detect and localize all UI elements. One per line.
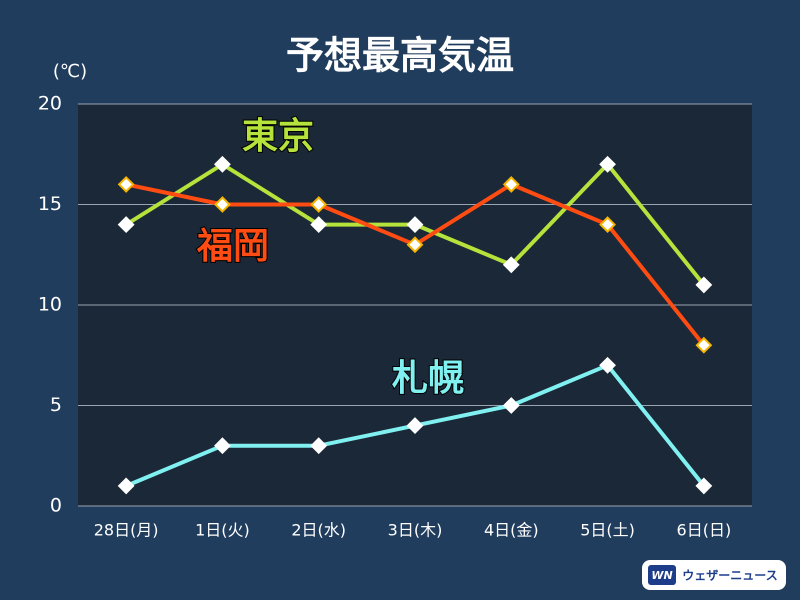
x-tick-label: 3日(木) [388, 521, 443, 540]
y-axis-label: (℃) [53, 61, 87, 82]
y-tick-label: 20 [38, 93, 62, 115]
data-point [117, 477, 135, 495]
data-point [214, 437, 231, 455]
logo-mark: WN [651, 569, 672, 582]
y-tick-label: 10 [38, 294, 62, 316]
data-point [695, 276, 713, 294]
logo-text: ウェザーニュース [682, 569, 777, 583]
data-point [406, 417, 424, 435]
data-point [695, 336, 713, 354]
logo-box [642, 560, 786, 590]
series-label: 福岡 [196, 226, 269, 267]
data-point [502, 175, 520, 193]
data-point [214, 196, 231, 213]
chart-title: 予想最高気温 [286, 34, 514, 78]
y-tick-label: 0 [50, 495, 62, 517]
data-point [695, 477, 713, 495]
data-point [406, 236, 424, 254]
y-tick-label: 15 [38, 193, 62, 215]
x-tick-label: 4日(金) [484, 521, 539, 540]
data-point [599, 356, 616, 374]
data-point [310, 196, 328, 213]
data-point [214, 155, 231, 173]
data-point [599, 155, 616, 173]
y-tick-label: 5 [50, 394, 62, 416]
x-tick-label: 2日(水) [291, 521, 346, 540]
data-point [502, 397, 520, 414]
data-point [502, 256, 520, 274]
data-point [310, 437, 328, 455]
data-point [117, 175, 135, 193]
data-point [599, 216, 616, 234]
data-point [406, 216, 424, 234]
series-label: 札幌 [392, 358, 464, 399]
x-tick-label: 28日(月) [94, 521, 159, 540]
x-tick-label: 6日(日) [677, 521, 732, 540]
x-tick-label: 1日(火) [195, 521, 250, 540]
logo: WN ウェザーニュース [642, 560, 786, 590]
logo-icon [648, 565, 676, 585]
series-label: 東京 [242, 115, 314, 157]
data-point [310, 216, 328, 234]
x-tick-label: 5日(土) [580, 521, 635, 540]
data-point [117, 216, 135, 234]
